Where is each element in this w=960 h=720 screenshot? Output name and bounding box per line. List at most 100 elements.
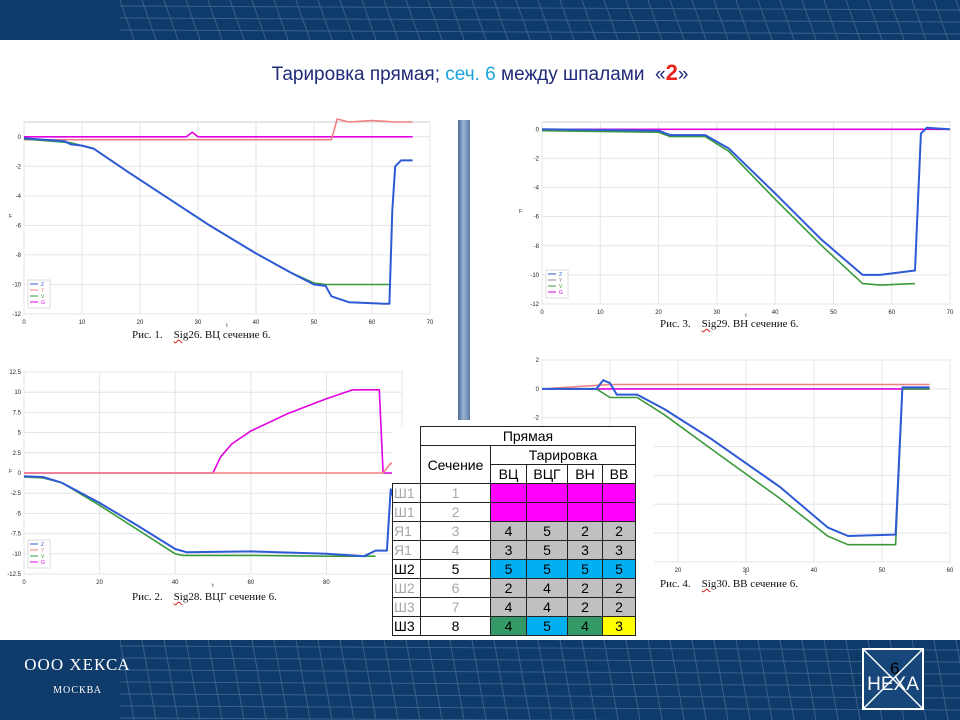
- row-section: 8: [420, 616, 491, 636]
- x-tick-label: 60: [369, 320, 376, 326]
- row-section: 4: [420, 540, 491, 560]
- y-tick-label: -2: [16, 164, 22, 170]
- x-tick-label: 60: [888, 310, 895, 316]
- x-tick-label: 30: [195, 320, 202, 326]
- table-cell: 3: [490, 540, 527, 560]
- table-cell: 2: [602, 578, 636, 598]
- row-label: Ш2: [392, 578, 421, 598]
- x-tick-label: 50: [879, 568, 886, 574]
- title-part3: между шпалами: [501, 64, 645, 85]
- table-row: Ш1 1: [392, 483, 636, 503]
- table-cell: 5: [526, 521, 568, 541]
- x-axis-label: t: [745, 571, 747, 576]
- y-tick-label: -4: [534, 186, 540, 192]
- mesh-line: [669, 0, 685, 40]
- mesh-line: [691, 0, 707, 40]
- column-header: ВЦ: [490, 464, 527, 484]
- mesh-line: [339, 0, 355, 40]
- mesh-line: [515, 640, 531, 720]
- caption-4-rest: 30. ВВ сечение 6.: [716, 578, 798, 590]
- chart-2: 02040608010012.5107.552.50-2.5-5-7.5-10-…: [6, 368, 406, 588]
- mesh-line: [119, 669, 960, 675]
- legend-entry: V: [41, 294, 45, 300]
- table-cell: [567, 502, 603, 522]
- row-label: Ш3: [392, 616, 421, 636]
- mesh-line: [603, 640, 619, 720]
- mesh-line: [933, 0, 949, 40]
- mesh-line: [119, 5, 960, 11]
- mesh-line: [295, 0, 311, 40]
- legend-box: [27, 539, 51, 569]
- legend-entry: Y: [41, 548, 45, 554]
- table-cell: [526, 502, 568, 522]
- table-row: Я1 3 4 5 2 2: [392, 521, 636, 541]
- mesh-line: [691, 640, 707, 720]
- caption-3-prefix: Рис. 3.: [660, 318, 691, 330]
- x-tick-label: 40: [772, 310, 779, 316]
- y-tick-label: -2: [534, 416, 540, 422]
- x-axis-label: t: [226, 323, 228, 328]
- mesh-decoration: [119, 0, 960, 40]
- mesh-line: [119, 645, 960, 651]
- row-section: 1: [420, 483, 491, 503]
- mesh-line: [713, 0, 729, 40]
- caption-1-sig: Sig: [173, 329, 189, 341]
- table-cell: 3: [567, 540, 603, 560]
- x-tick-label: 20: [655, 310, 662, 316]
- row-section: 3: [420, 521, 491, 541]
- table-cell: [490, 483, 527, 503]
- y-tick-label: -10: [530, 273, 539, 279]
- x-axis-label: t: [745, 313, 747, 318]
- mesh-line: [669, 640, 685, 720]
- mesh-line: [449, 640, 465, 720]
- mesh-line: [625, 640, 641, 720]
- table-cell: 2: [602, 597, 636, 617]
- series-z-line: [23, 475, 402, 558]
- mesh-line: [845, 640, 861, 720]
- legend-entry: V: [559, 284, 563, 290]
- header-band: [0, 0, 960, 40]
- table-header-row: Прямая: [392, 426, 636, 484]
- row-section: 7: [420, 597, 491, 617]
- y-tick-label: -10: [12, 552, 21, 558]
- mesh-line: [141, 640, 157, 720]
- table-cell: 5: [526, 559, 568, 579]
- y-tick-label: 10: [14, 390, 21, 396]
- caption-1-prefix: Рис. 1.: [132, 329, 163, 341]
- row-section: 2: [420, 502, 491, 522]
- title-section: сеч. 6: [445, 64, 496, 85]
- caption-3-rest: 29. ВН сечение 6.: [716, 318, 799, 330]
- y-tick-label: -2.5: [11, 491, 22, 497]
- table-cell: [602, 483, 636, 503]
- mesh-line: [405, 640, 421, 720]
- mesh-line: [119, 693, 960, 699]
- legend-entry: Z: [41, 282, 44, 288]
- table-row: Ш3 8 4 5 4 3: [392, 616, 636, 636]
- mesh-line: [383, 0, 399, 40]
- company-city: МОСКВА: [53, 685, 102, 696]
- row-label: Я1: [392, 521, 421, 541]
- mesh-line: [405, 0, 421, 40]
- x-tick-label: 60: [247, 580, 254, 586]
- row-label: Ш3: [392, 597, 421, 617]
- table-cell: 5: [490, 559, 527, 579]
- mesh-line: [317, 640, 333, 720]
- x-tick-label: 40: [811, 568, 818, 574]
- mesh-line: [317, 0, 333, 40]
- x-axis-label: t: [212, 583, 214, 588]
- legend-box: [545, 269, 569, 299]
- mesh-line: [295, 640, 311, 720]
- calibration-table: Прямая Сечение Тарировка ВЦ ВЦГ ВН ВВ Ш1 1 Ш1 2 Я1 3…: [392, 426, 654, 640]
- caption-2: Рис. 2. Sig28. ВЦГ сечение 6.: [132, 591, 277, 603]
- table-corner: [392, 426, 421, 484]
- x-tick-label: 20: [137, 320, 144, 326]
- mesh-line: [119, 640, 135, 720]
- title-number: 2: [665, 60, 678, 85]
- row-label: Я1: [392, 540, 421, 560]
- mesh-line: [361, 640, 377, 720]
- caption-3: Рис. 3. Sig29. ВН сечение 6.: [660, 318, 799, 330]
- mesh-line: [229, 640, 245, 720]
- mesh-line: [823, 0, 839, 40]
